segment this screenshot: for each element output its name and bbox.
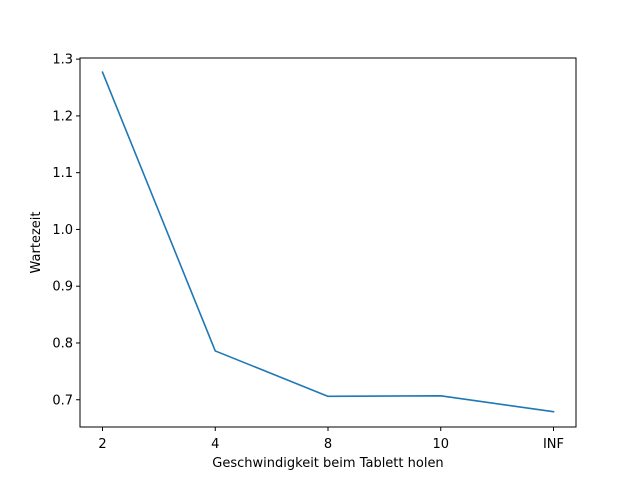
x-tick-label: INF	[543, 437, 564, 452]
y-tick-label: 0.9	[52, 280, 73, 295]
x-tick-label: 2	[98, 437, 106, 452]
y-tick-label: 0.7	[52, 393, 73, 408]
plot-frame	[79, 57, 577, 428]
y-tick-label: 1.1	[52, 166, 73, 181]
x-tick-label: 8	[324, 437, 332, 452]
x-axis-ticks: 2 4 8 10 INF	[98, 427, 564, 452]
y-tick-label: 1.0	[52, 223, 73, 238]
y-tick-label: 1.3	[52, 53, 73, 68]
x-tick-label: 4	[211, 437, 219, 452]
y-tick-label: 0.8	[52, 336, 73, 351]
x-tick-label: 10	[432, 437, 449, 452]
x-axis-label: Geschwindigkeit beim Tablett holen	[212, 456, 443, 471]
y-axis-ticks: 0.7 0.8 0.9 1.0 1.1 1.2 1.3	[52, 53, 80, 408]
y-axis-label: Wartezeit	[29, 212, 44, 274]
series-layer	[101, 71, 555, 413]
series-line	[101, 71, 555, 413]
plot-area	[80, 58, 576, 427]
y-tick-label: 1.2	[52, 109, 73, 124]
